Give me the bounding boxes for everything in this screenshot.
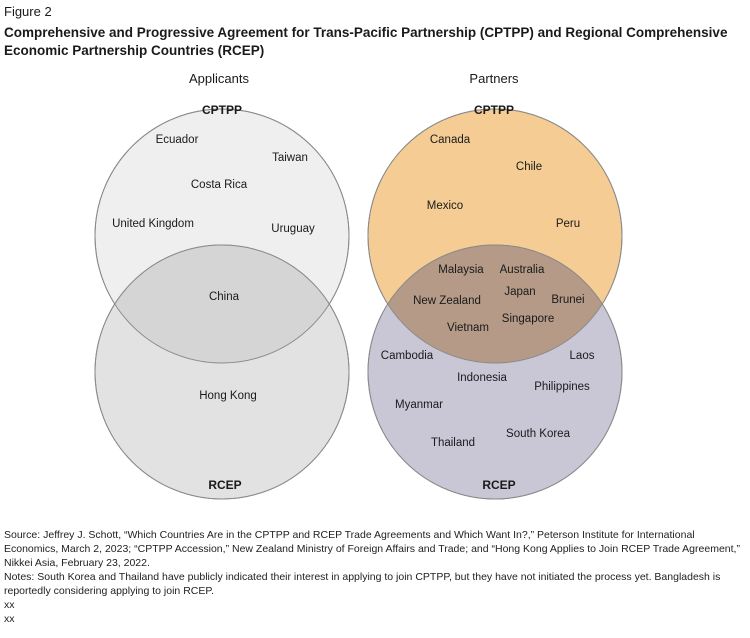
partners-cptpp-outline bbox=[367, 108, 623, 364]
applicants-cptpp-outline bbox=[94, 108, 350, 364]
partners-venn: Partners CPTPP RCEP Canada Chile Mexico … bbox=[367, 71, 623, 500]
country-label: Chile bbox=[516, 161, 542, 173]
applicants-venn: Applicants CPTPP RCEP Ecuador Taiwan Cos… bbox=[94, 71, 350, 500]
country-label: Taiwan bbox=[272, 152, 308, 164]
country-label: Vietnam bbox=[447, 322, 489, 334]
country-label: China bbox=[209, 291, 240, 303]
country-label: Indonesia bbox=[457, 372, 507, 384]
country-label: Myanmar bbox=[395, 399, 443, 411]
figure-title: Comprehensive and Progressive Agreement … bbox=[4, 25, 728, 58]
applicants-cptpp-label: CPTPP bbox=[202, 103, 242, 117]
partners-cptpp-label: CPTPP bbox=[474, 103, 514, 117]
country-label: Uruguay bbox=[271, 223, 315, 235]
country-label: Malaysia bbox=[438, 264, 484, 276]
partners-heading: Partners bbox=[469, 71, 519, 86]
applicants-overlap-region bbox=[95, 245, 349, 363]
country-label: Canada bbox=[430, 134, 471, 146]
country-label: Laos bbox=[570, 350, 595, 362]
country-label: Thailand bbox=[431, 437, 475, 449]
country-label: Cambodia bbox=[381, 350, 434, 362]
applicants-rcep-outline bbox=[94, 244, 350, 500]
country-label: Peru bbox=[556, 218, 580, 230]
country-label: Australia bbox=[500, 264, 545, 276]
country-label: United Kingdom bbox=[112, 218, 194, 230]
footer-line: xx bbox=[4, 599, 15, 611]
applicants-rcep-label: RCEP bbox=[208, 478, 241, 492]
partners-overlap-region bbox=[368, 245, 622, 363]
footer-line: xx bbox=[4, 613, 15, 625]
notes-text: Notes: South Korea and Thailand have pub… bbox=[4, 571, 721, 597]
source-notes: Source: Jeffrey J. Schott, “Which Countr… bbox=[4, 528, 746, 626]
country-label: Mexico bbox=[427, 200, 463, 212]
venn-diagrams: Applicants CPTPP RCEP Ecuador Taiwan Cos… bbox=[94, 71, 623, 500]
applicants-heading: Applicants bbox=[189, 71, 249, 86]
country-label: Ecuador bbox=[156, 134, 199, 146]
country-label: Costa Rica bbox=[191, 179, 248, 191]
country-label: Philippines bbox=[534, 381, 590, 393]
country-label: Brunei bbox=[551, 294, 584, 306]
partners-rcep-outline bbox=[367, 244, 623, 500]
country-label: Japan bbox=[504, 286, 535, 298]
country-label: Singapore bbox=[502, 313, 554, 325]
country-label: New Zealand bbox=[413, 295, 481, 307]
partners-rcep-label: RCEP bbox=[482, 478, 515, 492]
figure-label: Figure 2 bbox=[4, 4, 52, 19]
source-text: Source: Jeffrey J. Schott, “Which Countr… bbox=[4, 529, 740, 569]
country-label: South Korea bbox=[506, 428, 571, 440]
country-label: Hong Kong bbox=[199, 390, 257, 402]
